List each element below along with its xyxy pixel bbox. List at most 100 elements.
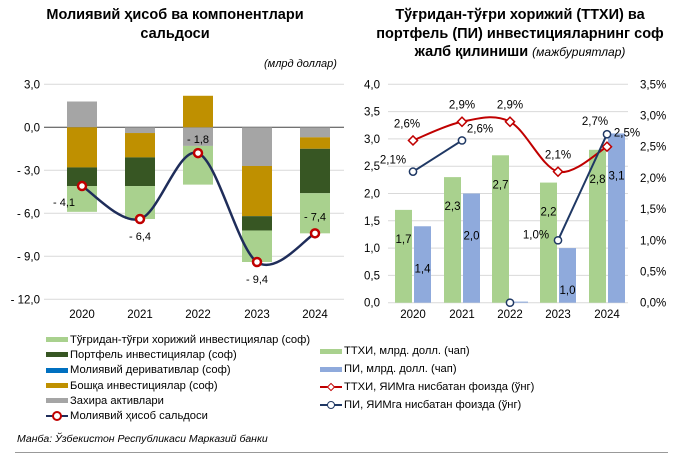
balance-data-label: - 4,1 [53, 197, 75, 209]
y2-tick-label: 1,5% [640, 204, 666, 216]
right-chart-title-text: Тўғридан-тўғри хорижий (ТТХИ) ва портфел… [376, 7, 664, 60]
fdi-pct-marker [456, 116, 468, 128]
y2-tick-label: 2,5% [640, 142, 666, 154]
y-tick-label: 2,0 [364, 189, 380, 201]
y2-tick-label: 3,5% [640, 79, 666, 91]
bar-segment [300, 193, 330, 234]
fdi-pct-data-label: 2,1% [545, 150, 571, 162]
fdi-bar [444, 177, 461, 303]
pi-pct-data-label: 2,6% [467, 123, 493, 135]
legend-swatch-portfolio [46, 352, 68, 358]
y-tick-label: 0,0 [364, 298, 380, 310]
fdi-pct-data-label: 2,9% [497, 100, 523, 112]
legend-label: Молиявий деривативлар (соф) [70, 364, 231, 377]
legend-item-fdi-bn: ТТХИ, млрд. долл. (чап) [320, 342, 534, 360]
legend-item-pi-bn: ПИ, млрд. долл. (чап) [320, 360, 534, 378]
y-tick-label: - 6,0 [17, 208, 40, 220]
legend-item-reserves: Захира активлари [46, 393, 310, 408]
y-tick-label: - 12,0 [11, 294, 40, 306]
divider [15, 452, 668, 453]
balance-data-label: - 7,4 [304, 211, 326, 223]
bar-data-label: 1,7 [396, 234, 412, 246]
legend-label: Портфель инвестициялар (соф) [70, 348, 237, 361]
fdi-pct-marker [552, 166, 564, 178]
x-tick-label: 2022 [185, 309, 211, 321]
fdi-pct-marker [504, 116, 516, 128]
x-tick-label: 2020 [400, 309, 426, 321]
x-tick-label: 2022 [497, 309, 523, 321]
legend-swatch-pi-pct [320, 400, 342, 410]
bar-segment [242, 165, 272, 217]
bar-data-label: 2,0 [464, 231, 480, 243]
bar-segment [183, 127, 213, 146]
fdi-pct-data-label: 2,5% [614, 128, 640, 140]
pi-bar [511, 301, 528, 303]
bar-segment [242, 216, 272, 231]
legend-label: Молиявий ҳисоб сальдоси [70, 410, 208, 423]
balance-data-label: - 9,4 [246, 274, 268, 286]
fdi-pct-marker [601, 141, 613, 153]
pi-pct-line [412, 139, 463, 173]
bar-segment [125, 133, 155, 158]
y-tick-label: - 3,0 [17, 165, 40, 177]
legend-swatch-pi-bn [320, 366, 342, 372]
legend-item-fdi-pct: ТТХИ, ЯИМга нисбатан фоизда (ўнг) [320, 378, 534, 396]
balance-marker [76, 180, 88, 192]
legend-item-fdi: Тўғридан-тўғри хорижий инвестициялар (со… [46, 332, 310, 347]
pi-bar [414, 226, 431, 303]
y-tick-label: 3,0 [24, 79, 40, 91]
fdi-bar [540, 182, 557, 303]
y-tick-label: 1,5 [364, 216, 380, 228]
pi-pct-data-label: 2,7% [582, 116, 608, 128]
pi-pct-data-label: 2,1% [380, 155, 406, 167]
legend-label: ТТХИ, ЯИМга нисбатан фоизда (ўнг) [344, 381, 535, 393]
bar-segment [183, 95, 213, 128]
bar-segment [300, 148, 330, 194]
legend-label: Захира активлари [70, 394, 164, 407]
legend-label: Тўғридан-тўғри хорижий инвестициялар (со… [70, 333, 311, 346]
x-tick-label: 2024 [594, 309, 620, 321]
right-chart-title: Тўғридан-тўғри хорижий (ТТХИ) ва портфел… [365, 6, 675, 62]
balance-marker [251, 256, 263, 268]
y-tick-label: 2,5 [364, 161, 380, 173]
x-tick-label: 2023 [545, 309, 571, 321]
legend-swatch-balance [46, 411, 68, 422]
pi-bar [559, 248, 576, 303]
y2-tick-label: 0,5% [640, 267, 666, 279]
balance-marker [134, 213, 146, 225]
y2-tick-label: 0,0% [640, 298, 666, 310]
legend-swatch-fdi-pct [320, 382, 342, 392]
bar-data-label: 2,2 [541, 207, 557, 219]
y-tick-label: 3,0 [364, 134, 380, 146]
legend-label: ТТХИ, млрд. долл. (чап) [344, 345, 470, 357]
x-tick-label: 2023 [244, 309, 270, 321]
legend-swatch-derivatives [46, 367, 68, 373]
legend-item-pi-pct: ПИ, ЯИМга нисбатан фоизда (ўнг) [320, 396, 534, 414]
bar-data-label: 1,0 [560, 285, 576, 297]
x-tick-label: 2021 [127, 309, 153, 321]
bar-segment [300, 137, 330, 149]
balance-marker [309, 228, 321, 239]
left-chart-title: Молиявий ҳисоб ва компонентлари сальдоси [46, 7, 304, 42]
legend-label: ПИ, млрд. долл. (чап) [344, 363, 457, 375]
legend-item-portfolio: Портфель инвестициялар (соф) [46, 347, 310, 362]
bar-segment [242, 127, 272, 166]
y2-tick-label: 3,0% [640, 111, 666, 123]
bar-segment [67, 101, 97, 128]
legend-swatch-fdi-bn [320, 348, 342, 354]
bar-data-label: 2,8 [590, 174, 606, 186]
pi-bar [608, 133, 625, 303]
balance-data-label: - 1,8 [187, 134, 209, 146]
bar-segment [242, 230, 272, 263]
bar-segment [67, 127, 97, 168]
bar-data-label: 1,4 [415, 263, 432, 275]
legend-item-balance: Молиявий ҳисоб сальдоси [46, 408, 310, 423]
fdi-bar [589, 149, 606, 303]
x-tick-label: 2021 [449, 309, 475, 321]
fdi-pct-marker [407, 134, 419, 147]
x-tick-label: 2024 [302, 309, 328, 321]
balance-data-label: - 6,4 [129, 231, 151, 243]
balance-marker [192, 147, 204, 159]
y2-tick-label: 1,0% [640, 235, 666, 247]
